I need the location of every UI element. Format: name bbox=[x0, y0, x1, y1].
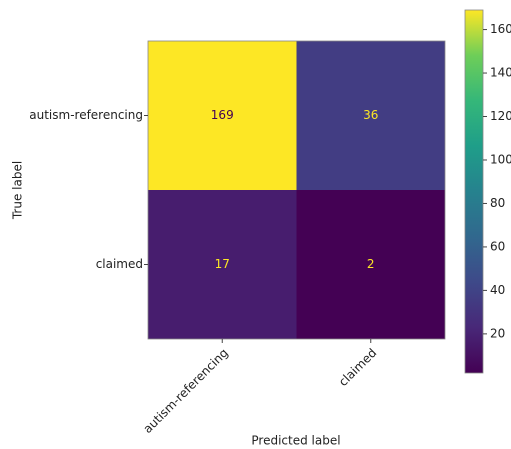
x-axis-label: Predicted label bbox=[251, 434, 340, 448]
colorbar bbox=[464, 9, 484, 374]
colorbar-tick-label: 60 bbox=[490, 239, 505, 253]
cell-value: 17 bbox=[215, 257, 230, 271]
heatmap-cell bbox=[296, 41, 445, 190]
cell-value: 36 bbox=[363, 108, 378, 122]
colorbar-tick-label: 140 bbox=[490, 66, 511, 80]
colorbar-tick-label: 80 bbox=[490, 196, 505, 210]
x-tick-label: autism-referencing bbox=[141, 346, 231, 436]
plot-frame bbox=[147, 40, 446, 340]
y-tick-label: claimed bbox=[96, 257, 143, 271]
heatmap-cell bbox=[148, 41, 297, 190]
cell-value: 169 bbox=[211, 108, 234, 122]
colorbar-tick-label: 160 bbox=[490, 22, 511, 36]
colorbar-tick-label: 20 bbox=[490, 326, 505, 340]
heatmap-cell bbox=[148, 190, 297, 339]
colorbar-tick-label: 100 bbox=[490, 152, 511, 166]
y-tick-label: autism-referencing bbox=[29, 108, 143, 122]
cell-value: 2 bbox=[367, 257, 375, 271]
colorbar-tick-label: 120 bbox=[490, 109, 511, 123]
colorbar-tick-label: 40 bbox=[490, 283, 505, 297]
y-axis-label: True label bbox=[11, 161, 25, 220]
heatmap-cell bbox=[296, 190, 445, 339]
x-tick-label: claimed bbox=[336, 346, 379, 389]
